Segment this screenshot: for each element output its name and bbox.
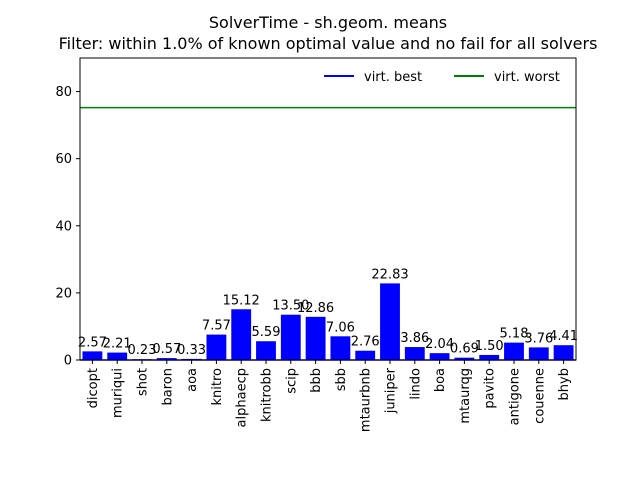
bar-value-label: 22.83 [371, 267, 408, 282]
bar-value-label: 2.57 [78, 335, 107, 350]
x-tick-label: shot [136, 368, 151, 396]
plot-frame [79, 57, 577, 361]
bar-bbb [305, 316, 326, 360]
x-tick-label: aoa [185, 368, 200, 392]
x-tick-label: scip [284, 368, 299, 394]
bar-alphaecp [231, 309, 252, 360]
bar-sbb [330, 336, 351, 360]
bar-pavito [479, 354, 500, 360]
bar-value-label: 7.06 [326, 320, 355, 335]
bar-bhyb [553, 345, 574, 360]
bar-value-label: 15.12 [223, 293, 260, 308]
legend-label-1: virt. best [364, 70, 422, 85]
y-tick-label: 80 [55, 85, 72, 100]
x-tick-label: mtaurbnb [359, 368, 374, 432]
bar-value-label: 2.76 [351, 335, 380, 350]
y-tick-label: 40 [55, 219, 72, 234]
legend-label-2: virt. worst [494, 70, 560, 85]
x-tick-label: boa [433, 368, 448, 392]
bar-knitro [206, 334, 227, 360]
bar-scip [280, 314, 301, 360]
x-tick-label: lindo [408, 368, 423, 400]
bar-value-label: 3.76 [524, 331, 553, 346]
bar-value-label: 0.23 [128, 343, 157, 358]
legend: virt. best virt. worst [324, 70, 560, 85]
x-tick-label: baron [160, 368, 175, 405]
bar-boa [429, 353, 450, 360]
bar-value-label: 5.59 [252, 325, 281, 340]
x-tick-label: knitro [210, 368, 225, 406]
bar-value-label: 7.57 [202, 319, 231, 334]
x-tick-label: mtaurqg [458, 368, 473, 424]
bar-value-label: 5.18 [500, 327, 529, 342]
x-tick-label: juniper [384, 367, 399, 414]
bar-value-label: 12.86 [297, 301, 334, 316]
x-tick-label: antigone [508, 368, 523, 425]
x-tick-label: alphaecp [235, 368, 250, 427]
bar-value-label: 4.41 [549, 329, 578, 344]
bar-mtaurqg [454, 357, 475, 360]
plot-area: 2.57dicopt2.21muriqui0.23shot0.57baron0.… [55, 57, 578, 432]
bar-couenne [528, 347, 549, 360]
x-tick-label: knitrobb [260, 368, 275, 422]
bar-value-label: 0.57 [152, 342, 181, 357]
bar-lindo [404, 347, 425, 360]
bar-knitrobb [256, 341, 276, 360]
x-tick-label: muriqui [111, 368, 126, 418]
x-tick-label: couenne [532, 368, 547, 424]
bar-value-label: 1.50 [475, 339, 504, 354]
bar-juniper [380, 283, 400, 360]
bar-muriqui [107, 352, 128, 360]
y-tick-label: 60 [55, 152, 72, 167]
bar-value-label: 2.21 [103, 337, 132, 352]
bar-value-label: 0.33 [177, 343, 206, 358]
bar-value-label: 3.86 [400, 331, 429, 346]
bar-baron [156, 358, 177, 360]
x-tick-label: bbb [309, 368, 324, 393]
bar-value-label: 0.69 [450, 342, 479, 357]
chart-title: SolverTime - sh.geom. means [209, 13, 447, 32]
bar-antigone [504, 342, 524, 360]
bar-mtaurbnb [355, 350, 376, 360]
bar-dicopt [82, 351, 103, 360]
y-tick-label: 0 [64, 354, 72, 369]
x-tick-label: bhyb [557, 368, 572, 400]
bar-aoa [181, 358, 202, 360]
y-tick-label: 20 [55, 286, 72, 301]
chart-subtitle: Filter: within 1.0% of known optimal val… [59, 34, 598, 53]
x-tick-label: dicopt [86, 368, 101, 408]
bar-value-label: 2.04 [425, 337, 454, 352]
x-tick-label: pavito [483, 368, 498, 409]
bar-value-label: 13.50 [272, 299, 309, 314]
x-tick-label: sbb [334, 368, 349, 391]
